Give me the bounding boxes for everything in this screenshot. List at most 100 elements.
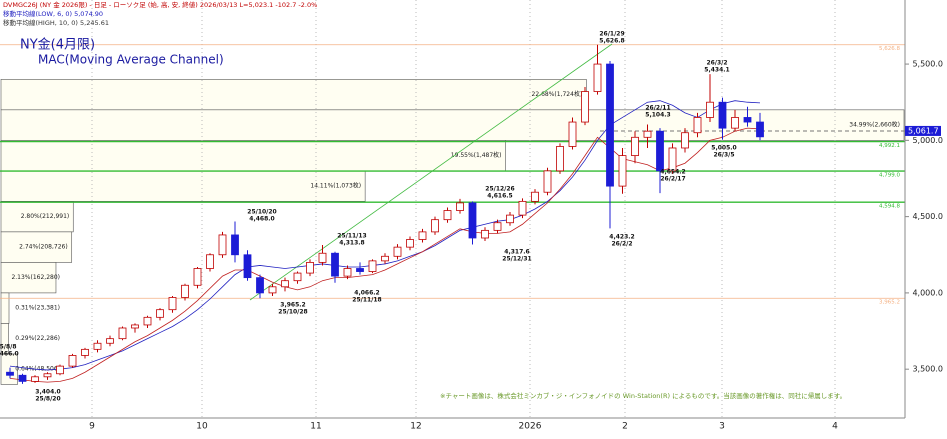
annotation: 4,423.2: [609, 234, 634, 241]
candle-body: [468, 202, 477, 239]
annotation: 5,104.3: [645, 112, 670, 119]
volume-band: [0, 201, 74, 233]
candle-body: [568, 121, 577, 147]
chart-title: NY金(4月限): [20, 37, 95, 53]
candle-body: [181, 284, 189, 298]
candle-body: [693, 117, 702, 134]
volume-label: 34.99%(2,660枚): [849, 121, 900, 129]
candle-body: [68, 355, 77, 367]
candle-body: [118, 327, 127, 340]
annotation: 25/10/20: [247, 209, 276, 216]
volume-band: [0, 79, 587, 111]
y-tick-label: 4,500.0: [912, 212, 943, 221]
volume-label: 2.13%(162,280): [11, 274, 60, 281]
volume-label: 0.29%(22,286): [15, 335, 60, 342]
level-label: 4,799.0: [879, 173, 900, 179]
y-tick-label: 5,000.0: [912, 136, 943, 145]
volume-label: 2.74%(208,726): [19, 244, 68, 251]
candle-body: [593, 63, 602, 92]
candle-body: [156, 309, 164, 318]
annotation: 25/11/13: [337, 233, 366, 240]
annotation: 4,313.8: [339, 240, 364, 247]
candle-body: [106, 338, 114, 344]
annotation: 3,404.0: [35, 389, 60, 396]
candle-body: [731, 117, 739, 129]
candle-body: [418, 231, 427, 240]
annotation: 4,616.5: [487, 193, 512, 200]
level-label: 3,965.2: [879, 300, 900, 306]
candle-body: [531, 191, 539, 202]
copyright-note: ※チャート画像は、株式会社ミンカブ・ジ・インフォノイドの Win-Station…: [440, 391, 846, 400]
candle-body: [168, 297, 177, 311]
candle-body: [218, 234, 227, 256]
annotation: 25/12/26: [485, 186, 514, 193]
candle-body: [706, 101, 714, 118]
plot: [6, 44, 764, 384]
candle-body: [756, 121, 764, 138]
x-tick-label: 9: [89, 422, 95, 432]
chart-subtitle: MAC(Moving Average Channel): [38, 53, 224, 67]
volume-label: 0.31%(23,381): [15, 305, 60, 312]
candle-body: [306, 261, 314, 274]
annotation: 26/3/2: [706, 60, 727, 67]
moving-average: [9, 100, 761, 371]
annotation: 25/8/8: [0, 344, 17, 351]
volume-label: 2.80%(212,991): [21, 213, 70, 220]
x-tick-label: 2026: [519, 422, 542, 432]
volume-label: 22.68%(1,724枚): [532, 90, 583, 98]
candle-body: [318, 252, 327, 263]
current-label: 5,061.7: [908, 126, 939, 135]
candle-body: [331, 252, 339, 277]
candle-body: [81, 348, 89, 356]
candle-body: [656, 130, 664, 172]
trend-line: [249, 43, 613, 301]
candle-body: [518, 200, 527, 216]
y-tick-label: 5,500.0: [912, 60, 943, 69]
candle-body: [343, 268, 352, 277]
candle-body: [456, 202, 464, 211]
candle-body: [493, 222, 502, 231]
candle-body: [681, 132, 689, 149]
annotation: 5,434.1: [704, 67, 729, 74]
candle-body: [256, 277, 264, 294]
candle-body: [581, 91, 589, 123]
candle-body: [293, 272, 302, 282]
candle-body: [506, 214, 514, 224]
candle-body: [356, 268, 364, 272]
candle-body: [6, 371, 14, 376]
annotation: 26/3/5: [713, 152, 734, 159]
candle-body: [618, 155, 627, 187]
volume-band: [0, 262, 57, 294]
candle-body: [718, 101, 727, 129]
candle-body: [143, 316, 152, 326]
annotation: 3,466.0: [0, 351, 19, 358]
annotation: 25/11/18: [352, 297, 381, 304]
header-line: DVMGC26J (NY 金 2026限) - 日足 - ローソク足 (始, 高…: [3, 0, 317, 9]
annotation: 5,005.0: [711, 145, 736, 152]
grid: 5,626.8 4,992.1 4,799.0 4,594.8 3,965.2: [0, 0, 909, 418]
annotation: 25/8/20: [35, 396, 60, 403]
volume-band: [0, 109, 905, 141]
annotation: 26/2/17: [660, 176, 685, 183]
annotation: 3,965.2: [280, 302, 305, 309]
candle-body: [393, 246, 402, 257]
volume-band: [0, 140, 506, 172]
annotation: 4,654.2: [660, 169, 685, 176]
level-label: 4,594.8: [879, 204, 900, 210]
candle-body: [668, 147, 677, 172]
candle-body: [268, 286, 277, 294]
candle-body: [643, 130, 652, 138]
volume-label: 14.11%(1,073枚): [310, 182, 361, 190]
y-tick-label: 3,500.0: [912, 365, 943, 374]
candle-body: [481, 229, 489, 239]
candle-body: [206, 254, 214, 269]
volume-band: [0, 170, 366, 202]
annotation: 4,468.0: [249, 216, 274, 223]
annotation: 25/10/28: [278, 309, 307, 316]
x-tick-label: 4: [832, 422, 838, 432]
x-tick-label: 12: [410, 422, 421, 432]
annotation: 5,626.8: [599, 38, 624, 45]
candle-body: [43, 373, 52, 378]
volume-profile: 22.68%(1,724枚) 34.99%(2,660枚) 19.55%(1,487…: [0, 79, 905, 385]
annotation: 26/2/11: [645, 105, 670, 112]
